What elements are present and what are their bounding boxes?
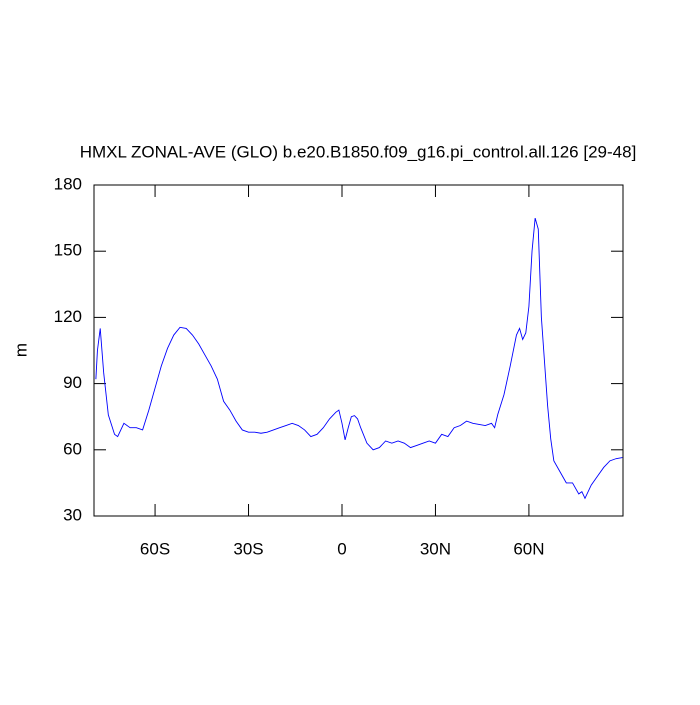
data-line bbox=[95, 217, 623, 500]
x-tick-label: 60S bbox=[140, 539, 170, 558]
plot-frame bbox=[93, 184, 624, 517]
y-tick-label: 180 bbox=[54, 174, 82, 193]
y-tick-label: 90 bbox=[63, 373, 82, 392]
x-tick-label: 30S bbox=[233, 539, 263, 558]
y-tick-label: 60 bbox=[63, 439, 82, 458]
y-axis-label: m bbox=[11, 343, 30, 357]
x-tick-label: 60N bbox=[513, 539, 544, 558]
chart-title: HMXL ZONAL-AVE (GLO) b.e20.B1850.f09_g16… bbox=[80, 142, 637, 161]
x-tick-label: 30N bbox=[420, 539, 451, 558]
y-tick-label: 120 bbox=[54, 307, 82, 326]
y-tick-label: 150 bbox=[54, 241, 82, 260]
x-tick-label: 0 bbox=[337, 539, 346, 558]
y-tick-label: 30 bbox=[63, 505, 82, 524]
